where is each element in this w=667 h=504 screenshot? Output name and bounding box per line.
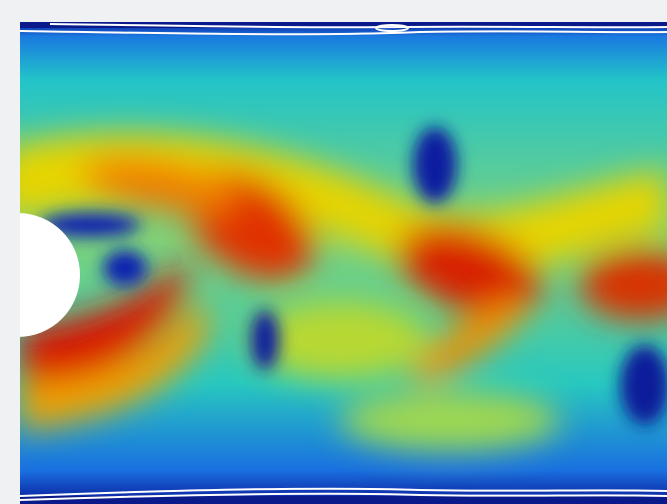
left-margin [0,0,20,504]
blue-vortex [251,310,279,370]
blue-vortex [103,250,147,286]
blue-vortex [413,127,457,203]
page: Flow field {} html, body { margin: 0; pa… [0,0,667,504]
body [0,0,667,504]
field [0,22,667,504]
top-margin [0,0,667,22]
green-blob [340,390,560,450]
flow-field-view [0,0,667,504]
